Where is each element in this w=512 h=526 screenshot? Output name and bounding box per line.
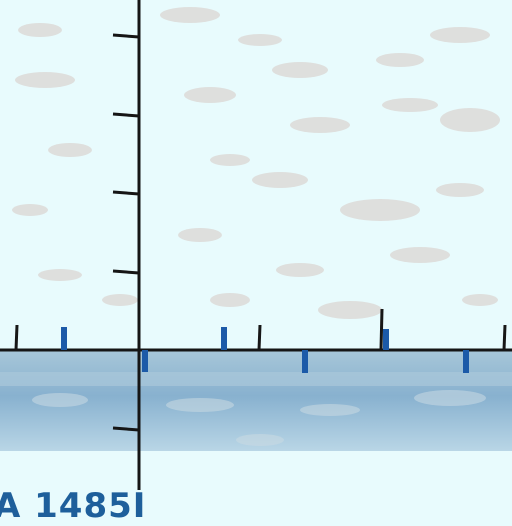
h-tick-blue — [383, 329, 389, 350]
h-tick-blue — [221, 327, 227, 350]
lower-band — [0, 451, 512, 512]
v-tick — [112, 33, 140, 39]
bottom-label: A 1485I — [0, 486, 147, 526]
h-tick-dark — [257, 324, 262, 351]
horizontal-axis-ticks-blue — [61, 327, 469, 373]
water-texture — [32, 390, 486, 446]
h-tick-dark — [502, 324, 507, 351]
vertical-axis-ticks — [112, 33, 140, 432]
h-tick-dark — [379, 308, 384, 351]
scene-svg — [0, 0, 512, 512]
h-tick-blue — [142, 350, 148, 372]
v-tick — [112, 112, 140, 118]
v-tick — [112, 426, 140, 432]
v-tick — [112, 269, 140, 275]
h-tick-blue — [463, 350, 469, 373]
h-tick-dark — [14, 324, 19, 351]
water-stripe — [0, 372, 512, 386]
horizontal-axis-ticks-dark — [14, 308, 507, 351]
h-tick-blue — [61, 327, 67, 350]
v-tick — [112, 190, 140, 196]
h-tick-blue — [302, 350, 308, 373]
